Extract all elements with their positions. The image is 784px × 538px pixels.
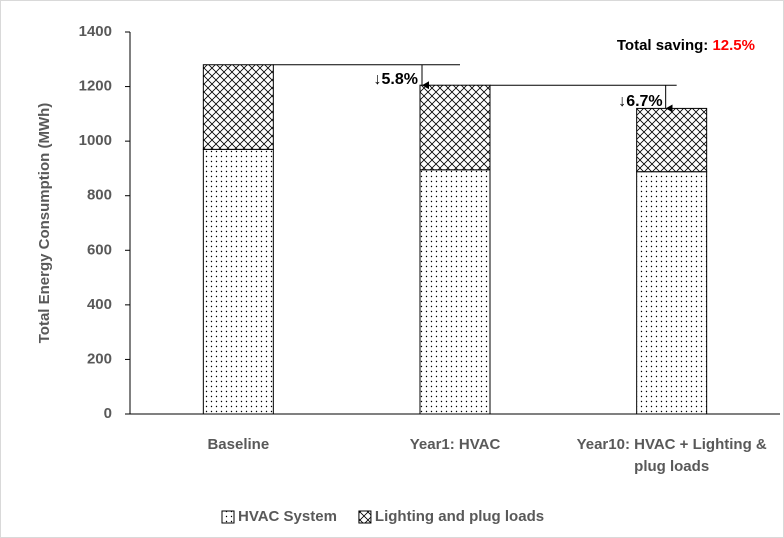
legend-label: HVAC System — [238, 508, 337, 525]
y-tick-label: 800 — [87, 187, 112, 204]
bar-segment — [636, 171, 708, 415]
bar-segment — [636, 107, 708, 173]
total-saving-value: 12.5% — [712, 37, 755, 54]
y-tick-label: 0 — [104, 405, 112, 422]
annotation: ↓6.7% — [618, 93, 662, 110]
x-tick-label: Year1: HVAC — [409, 436, 501, 453]
y-tick-label: 600 — [87, 241, 112, 258]
y-tick-label: 1200 — [79, 78, 112, 95]
total-saving: Total saving: 12.5% — [617, 37, 755, 54]
y-axis-label: Total Energy Consumption (MWh) — [36, 103, 53, 344]
legend-swatch — [358, 510, 372, 524]
bar-segment — [202, 148, 274, 415]
y-tick-label: 200 — [87, 350, 112, 367]
y-tick-label: 1400 — [79, 23, 112, 40]
bar-segment — [419, 169, 491, 415]
bar-segment — [202, 64, 274, 150]
legend-swatch — [221, 510, 235, 524]
x-tick-label: Year10: HVAC + Lighting & plug loads — [576, 436, 767, 475]
bar-segment — [419, 84, 491, 171]
total-saving-label: Total saving: — [617, 37, 713, 54]
y-tick-label: 1000 — [79, 132, 112, 149]
annotation: ↓5.8% — [374, 71, 418, 88]
legend-label: Lighting and plug loads — [375, 508, 544, 525]
y-tick-label: 400 — [87, 296, 112, 313]
x-tick-label: Baseline — [207, 436, 270, 453]
